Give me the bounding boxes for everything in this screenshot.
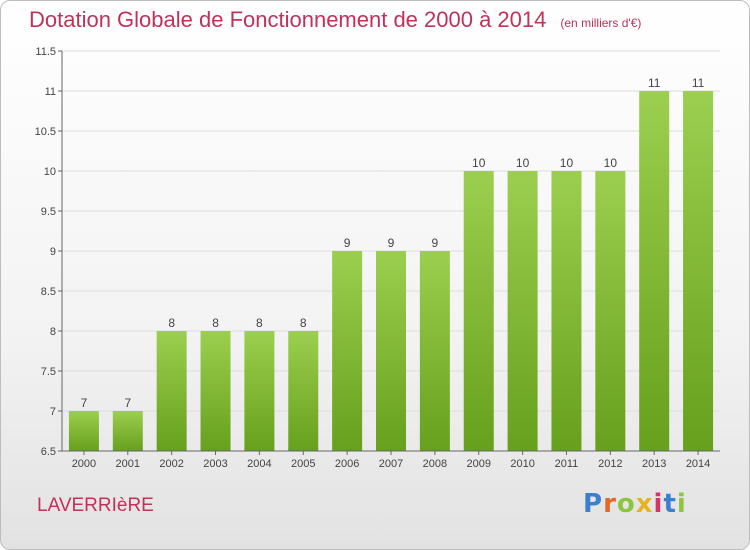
- x-tick-label: 2013: [642, 458, 666, 470]
- data-label: 9: [432, 236, 439, 250]
- data-label: 7: [124, 396, 131, 410]
- bar: [376, 251, 406, 451]
- logo-letter: t: [663, 489, 677, 519]
- x-tick-label: 2006: [335, 458, 359, 470]
- bar: [551, 171, 582, 451]
- data-label: 10: [472, 156, 486, 170]
- x-tick-label: 2009: [466, 458, 490, 470]
- logo-letter: o: [616, 489, 636, 519]
- y-tick-label: 11.5: [35, 46, 56, 58]
- x-tick-label: 2010: [510, 458, 534, 470]
- y-tick-label: 9.5: [41, 206, 56, 218]
- chart-subtitle: (en milliers d'€): [560, 16, 642, 30]
- y-tick-label: 10.5: [35, 126, 56, 138]
- x-tick-label: 2005: [291, 458, 315, 470]
- data-label: 10: [516, 156, 530, 170]
- x-tick-label: 2014: [686, 458, 710, 470]
- bar: [112, 411, 143, 451]
- bar: [595, 171, 626, 451]
- bar: [156, 331, 187, 451]
- y-tick-label: 9: [50, 246, 56, 258]
- commune-name: LAVERRIèRE: [37, 495, 154, 516]
- logo-letter: i: [653, 489, 664, 519]
- x-tick-label: 2008: [423, 458, 447, 470]
- bar: [288, 331, 319, 451]
- x-tick-label: 2011: [555, 458, 579, 470]
- data-label: 10: [604, 156, 618, 170]
- y-tick-label: 11: [45, 86, 56, 98]
- x-tick-label: 2001: [116, 458, 140, 470]
- x-tick-label: 2002: [159, 458, 183, 470]
- x-tick-label: 2000: [72, 458, 96, 470]
- data-label: 8: [212, 316, 219, 330]
- data-label: 8: [168, 316, 175, 330]
- bar: [639, 91, 670, 451]
- x-tick-label: 2012: [598, 458, 622, 470]
- x-tick-label: 2007: [379, 458, 403, 470]
- data-label: 11: [692, 76, 705, 90]
- chart-title: Dotation Globale de Fonctionnement de 20…: [29, 7, 641, 33]
- bar: [463, 171, 494, 451]
- data-label: 9: [344, 236, 351, 250]
- chart-title-text: Dotation Globale de Fonctionnement de 20…: [29, 7, 547, 32]
- logo-letter: r: [603, 489, 617, 519]
- y-tick-label: 6.5: [41, 446, 56, 458]
- logo-letter: x: [635, 489, 654, 519]
- y-tick-label: 8.5: [41, 286, 56, 298]
- y-tick-label: 10: [44, 166, 56, 178]
- bar: [200, 331, 231, 451]
- y-tick-label: 8: [50, 326, 56, 338]
- data-label: 8: [300, 316, 307, 330]
- logo-letter: P: [583, 489, 604, 519]
- bar: [332, 251, 363, 451]
- y-tick-label: 7: [50, 406, 56, 418]
- bar: [68, 411, 99, 451]
- bar: [507, 171, 538, 451]
- x-tick-label: 2003: [203, 458, 227, 470]
- data-label: 7: [81, 396, 88, 410]
- data-label: 11: [648, 76, 661, 90]
- logo-letter: i: [676, 489, 687, 519]
- bar: [683, 91, 714, 451]
- data-label: 10: [560, 156, 574, 170]
- data-label: 8: [256, 316, 263, 330]
- bar: [419, 251, 450, 451]
- bar: [244, 331, 275, 451]
- data-label: 9: [388, 236, 395, 250]
- proxiti-logo: Proxiti: [583, 489, 687, 519]
- y-tick-label: 7.5: [41, 366, 56, 378]
- x-tick-label: 2004: [247, 458, 271, 470]
